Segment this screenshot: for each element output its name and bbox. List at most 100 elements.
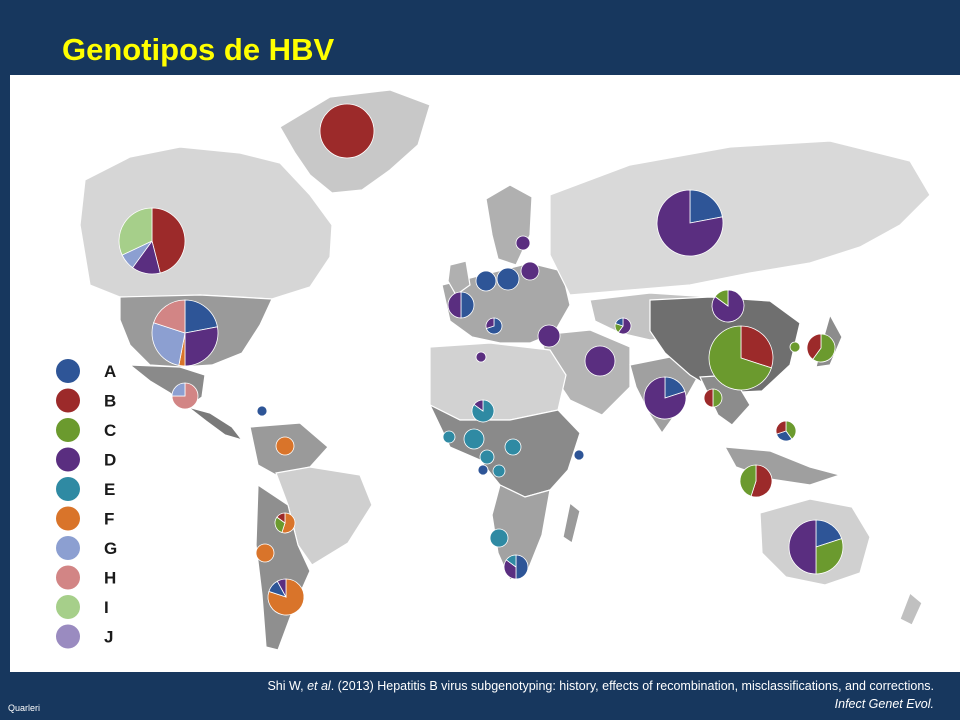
author-footer: Quarleri — [8, 703, 41, 713]
pie-philippines — [775, 420, 797, 442]
legend-item-D: D — [56, 447, 116, 472]
legend-swatch — [56, 536, 80, 560]
pie-slice-H — [153, 299, 186, 334]
region-canada — [79, 146, 333, 300]
pie-venezuela — [275, 436, 295, 456]
pie-gulf-of-guinea — [477, 464, 489, 476]
region-new-zealand — [899, 592, 923, 626]
pie-slice-G — [171, 382, 186, 397]
region-russia — [549, 140, 931, 296]
pie-slice-E — [442, 430, 456, 444]
legend-item-F: F — [56, 506, 114, 531]
pie-slice-A — [515, 554, 529, 580]
legend-item-A: A — [56, 359, 116, 383]
citation-authors: Shi W, — [267, 679, 308, 693]
legend-swatch — [56, 624, 80, 649]
pie-slice-A — [460, 291, 475, 319]
pie-iran — [584, 345, 616, 377]
pie-vietnam — [703, 388, 723, 408]
legend-label: J — [104, 628, 113, 647]
pie-cameroon — [492, 464, 506, 478]
legend-label: G — [104, 539, 117, 558]
legend-swatch — [56, 388, 80, 413]
pie-mexico — [171, 382, 199, 410]
pie-korea — [789, 341, 801, 353]
pie-slice-C — [812, 333, 836, 363]
pie-turkey — [475, 351, 487, 363]
pie-slice-D — [788, 519, 817, 575]
pie-slice-I — [118, 207, 153, 256]
pie-baltic — [520, 261, 540, 281]
legend-label: D — [104, 451, 116, 470]
citation: Shi W, et al. (2013) Hepatitis B virus s… — [114, 677, 934, 713]
pie-slice-C — [789, 341, 801, 353]
pie-slice-C — [785, 420, 797, 440]
pie-slice-B — [151, 207, 186, 274]
pie-mali — [442, 430, 456, 444]
legend-item-I: I — [56, 595, 109, 619]
pie-slice-D — [447, 291, 462, 319]
pie-slice-D — [617, 317, 632, 335]
pie-slice-D — [473, 399, 484, 412]
pie-slice-A — [496, 267, 520, 291]
legend-item-B: B — [56, 388, 116, 413]
pie-india — [643, 376, 687, 420]
legend-label: F — [104, 510, 114, 529]
pie-slice-D — [485, 317, 495, 329]
pie-caribbean — [256, 405, 268, 417]
citation-text: . (2013) Hepatitis B virus subgenotyping… — [330, 679, 934, 693]
legend-item-E: E — [56, 477, 115, 501]
region-indonesia — [723, 446, 843, 486]
legend-swatch — [56, 506, 80, 531]
legend-label: B — [104, 392, 116, 411]
legend-label: A — [104, 362, 116, 381]
legend-swatch — [56, 418, 80, 442]
pie-russia — [656, 189, 724, 257]
legend-item-C: C — [56, 418, 116, 442]
pie-slice-A — [475, 270, 497, 292]
pie-usa — [151, 299, 219, 367]
pie-slice-E — [479, 449, 495, 465]
region-madagascar — [562, 501, 581, 544]
citation-journal: Infect Genet Evol. — [834, 697, 934, 711]
legend-swatch — [56, 595, 80, 619]
pie-slice-C — [714, 289, 729, 307]
legend-swatch — [56, 477, 80, 501]
pie-japan — [806, 333, 836, 363]
pie-sudan — [504, 438, 522, 456]
pie-niger — [471, 399, 495, 423]
pie-canada — [118, 207, 186, 275]
pie-slice-B — [276, 512, 286, 524]
pie-slice-F — [275, 436, 295, 456]
pie-slice-D — [475, 351, 487, 363]
legend-label: E — [104, 480, 115, 499]
pie-slice-E — [505, 554, 517, 568]
pie-slice-B — [740, 325, 774, 369]
pies-layer — [118, 103, 844, 616]
pie-slice-D — [643, 376, 687, 420]
pie-slice-E — [463, 428, 485, 450]
region-africa-central — [428, 403, 581, 498]
pie-slice-A — [614, 317, 624, 327]
pie-chile — [255, 543, 275, 563]
pie-slice-C — [712, 388, 723, 408]
citation-etal: et al — [307, 679, 331, 693]
pie-slice-D — [537, 324, 561, 348]
pie-slice-B — [806, 333, 822, 360]
pie-italy — [537, 324, 561, 348]
region-scandinavia — [485, 184, 533, 266]
legend-label: H — [104, 569, 116, 588]
legend-swatch — [56, 359, 80, 383]
pie-south-africa — [503, 554, 529, 580]
pie-slice-D — [515, 235, 531, 251]
region-north-africa — [429, 342, 567, 421]
pie-uk — [447, 291, 475, 319]
pie-slice-A — [573, 449, 585, 461]
pie-germany — [475, 270, 497, 292]
pie-central-asia — [614, 317, 632, 335]
legend-item-G: G — [56, 536, 117, 560]
pie-nigeria — [479, 449, 495, 465]
legend-item-H: H — [56, 565, 116, 590]
